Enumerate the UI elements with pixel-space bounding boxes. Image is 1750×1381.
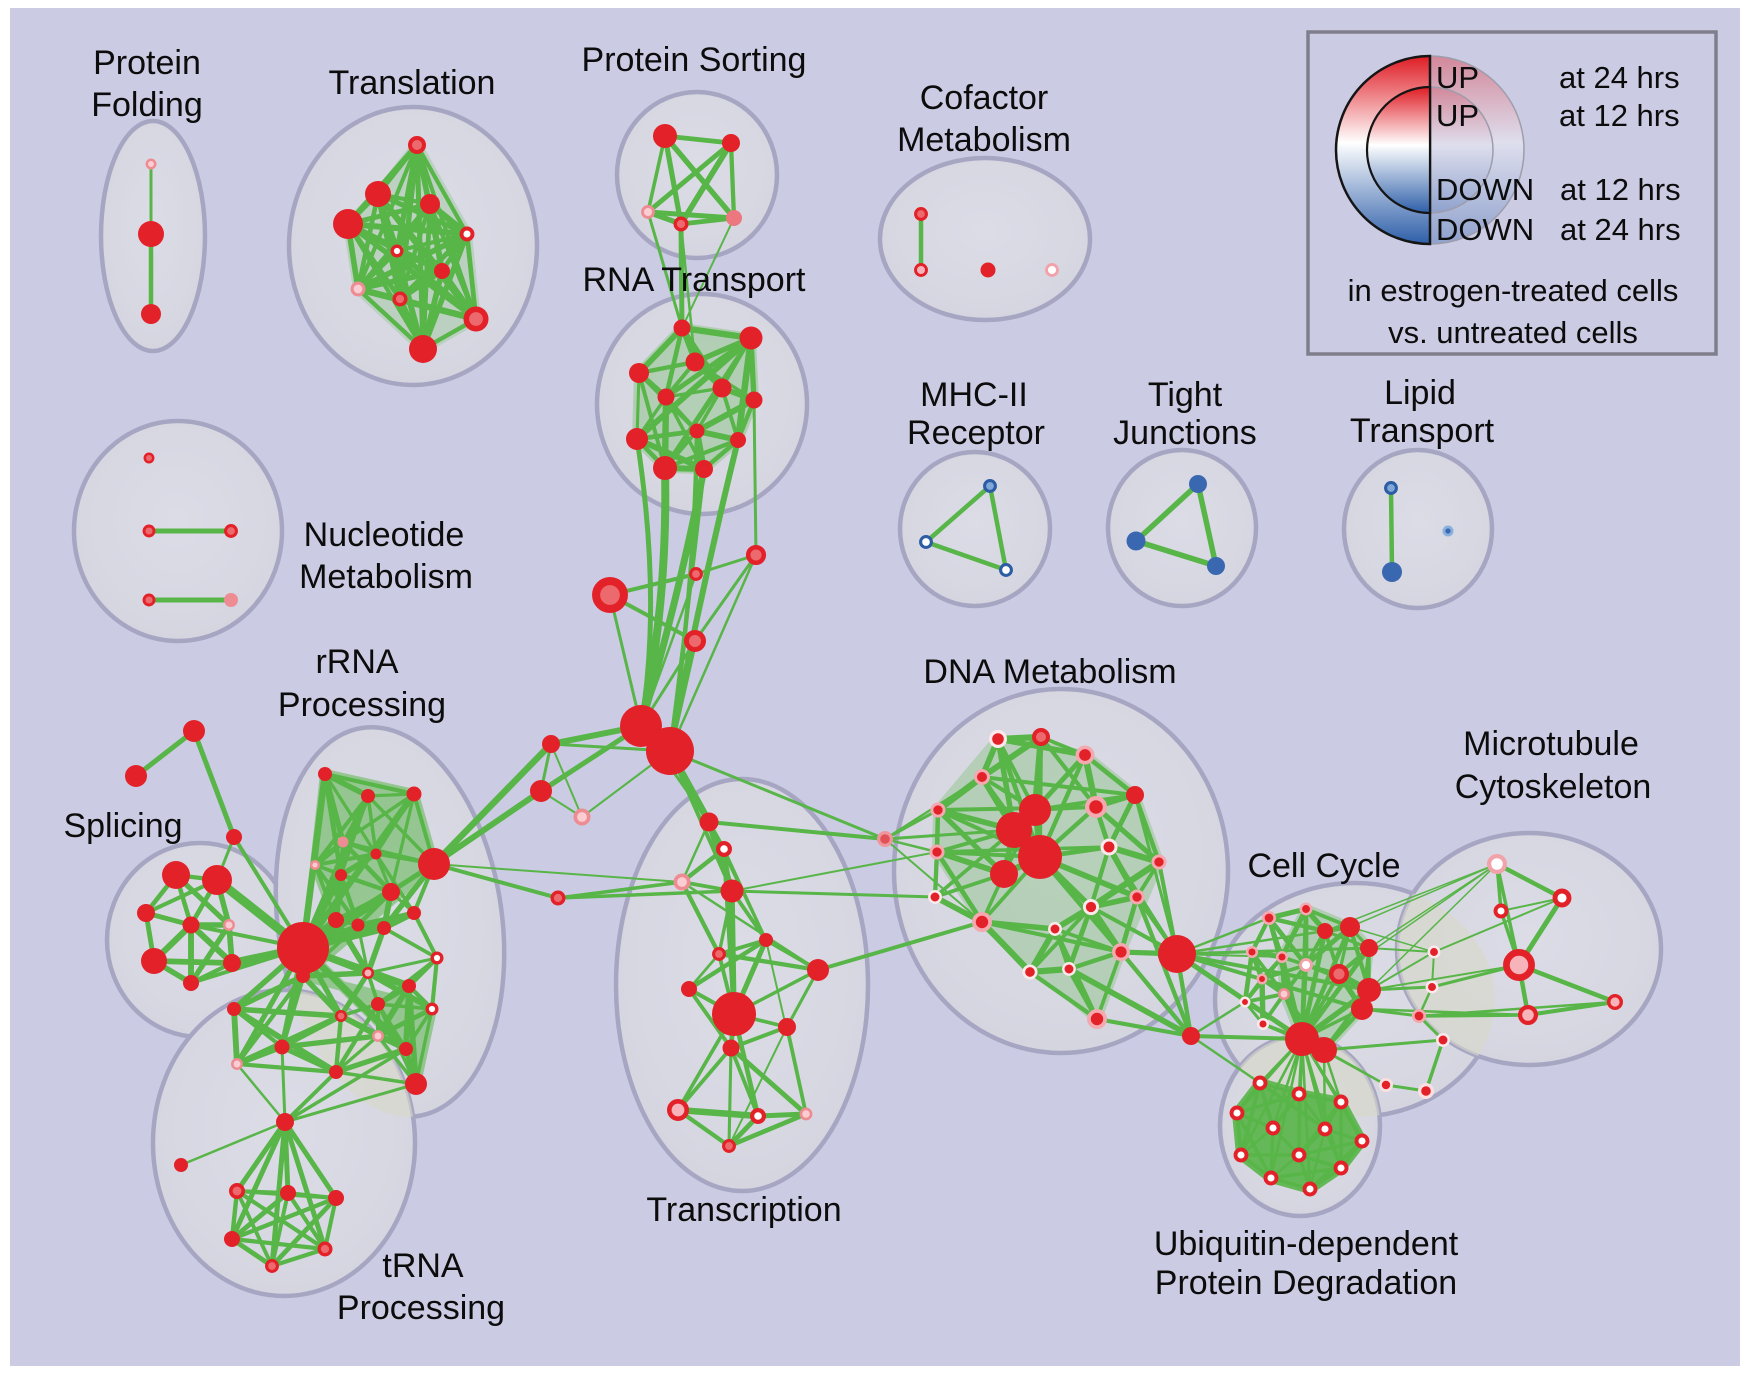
svg-text:Splicing: Splicing [63,807,182,845]
svg-text:at 12 hrs: at 12 hrs [1560,172,1681,207]
svg-text:UP: UP [1436,98,1479,133]
svg-text:Junctions: Junctions [1113,414,1257,452]
svg-text:MHC-II: MHC-II [920,376,1028,414]
svg-text:Transcription: Transcription [646,1191,841,1229]
svg-text:Metabolism: Metabolism [299,558,473,596]
svg-text:RNA Transport: RNA Transport [583,261,807,299]
svg-text:at 12 hrs: at 12 hrs [1559,98,1680,133]
svg-text:Translation: Translation [329,64,496,102]
svg-text:Cytoskeleton: Cytoskeleton [1455,768,1652,806]
svg-text:Receptor: Receptor [907,414,1045,452]
svg-text:Processing: Processing [337,1289,505,1327]
svg-text:Transport: Transport [1350,412,1495,450]
svg-text:at 24 hrs: at 24 hrs [1559,60,1680,95]
svg-text:rRNA: rRNA [315,643,398,681]
svg-text:at 24 hrs: at 24 hrs [1560,212,1681,247]
svg-text:Protein Sorting: Protein Sorting [582,41,807,79]
svg-text:UP: UP [1436,60,1479,95]
svg-text:tRNA: tRNA [382,1247,464,1285]
svg-text:Nucleotide: Nucleotide [304,516,465,554]
svg-text:Folding: Folding [91,86,203,124]
svg-text:Lipid: Lipid [1384,374,1456,412]
svg-text:Protein Degradation: Protein Degradation [1155,1264,1457,1302]
svg-text:Cell Cycle: Cell Cycle [1247,847,1400,885]
svg-text:Tight: Tight [1148,376,1223,414]
svg-text:Processing: Processing [278,686,446,724]
svg-text:Metabolism: Metabolism [897,121,1071,159]
svg-text:Microtubule: Microtubule [1463,725,1639,763]
svg-text:DNA Metabolism: DNA Metabolism [923,653,1176,691]
svg-text:in estrogen-treated cells: in estrogen-treated cells [1348,273,1679,308]
svg-text:Cofactor: Cofactor [920,79,1049,117]
svg-text:DOWN: DOWN [1436,172,1534,207]
svg-text:Protein: Protein [93,44,201,82]
svg-text:DOWN: DOWN [1436,212,1534,247]
svg-text:vs. untreated cells: vs. untreated cells [1388,315,1638,350]
svg-text:Ubiquitin-dependent: Ubiquitin-dependent [1154,1225,1459,1263]
